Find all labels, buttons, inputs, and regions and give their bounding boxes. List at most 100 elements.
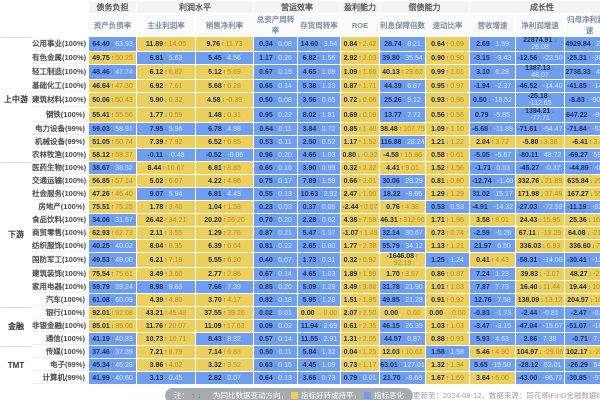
metric-cell: -1.94 ↓ -2.37 bbox=[470, 80, 515, 92]
metric-cell: 2.50 ↓ 0.52 bbox=[298, 136, 340, 148]
flat-arrow-icon: → bbox=[444, 309, 451, 317]
down-arrow-icon: ↓ bbox=[317, 68, 321, 76]
row-label: 机械设备(99%) bbox=[32, 136, 88, 148]
up-arrow-icon: ↑ bbox=[164, 68, 168, 76]
up-arrow-icon: ↑ bbox=[222, 229, 227, 237]
metric-cell: 9.07 ↓ 5.94 bbox=[137, 188, 195, 200]
up-arrow-icon: ↑ bbox=[110, 96, 115, 104]
down-arrow-icon: ↓ bbox=[317, 125, 321, 133]
metric-cell: 5.38 ↓ 1.23 bbox=[298, 80, 340, 92]
metric-cell: 8.02 ↓ 1.81 bbox=[298, 108, 340, 122]
metric-cell: -46.52 ↑ -14.40 bbox=[516, 80, 564, 92]
metric-cell: 8.04 ↑ 8.35 bbox=[137, 240, 195, 252]
metric-cell: 1.29 ↓ 1.29 bbox=[426, 188, 469, 200]
table-row: 建筑材料(100%) 50.06 ↑ 50.43 5.90 ↓ 0.32 4.58 ↓ -0.39… bbox=[1, 93, 600, 107]
metric-cell: 5.65 ↓ 15.50 bbox=[470, 359, 515, 371]
metric-cell: 39.83 ↓ -3.07 bbox=[516, 268, 564, 280]
metric-cell: 4.58 ↓ -0.39 bbox=[196, 93, 253, 107]
up-arrow-icon: ↑ bbox=[587, 125, 592, 133]
down-arrow-icon: ↓ bbox=[589, 177, 594, 185]
metric-cell: 64.08↓-21.08 bbox=[565, 227, 600, 239]
up-arrow-icon: ↑ bbox=[445, 82, 450, 90]
table-row: 机械设备(99%) 51.05 ↑ 50.74 7.39 ↑ 7.92 6.52 ↑ 6.85 0.… bbox=[1, 136, 600, 148]
up-arrow-icon: ↑ bbox=[445, 229, 450, 237]
down-arrow-icon: ↓ bbox=[400, 296, 405, 304]
down-arrow-icon: ↓ bbox=[587, 203, 592, 211]
row-label: 电子(99%) bbox=[32, 359, 88, 371]
down-arrow-icon: ↓ bbox=[538, 54, 542, 62]
up-arrow-icon: ↑ bbox=[400, 203, 405, 211]
metric-cell: 3.66 ↓ 0.73 bbox=[298, 372, 340, 384]
metric-cell: 5.84 ↓ 1.32 bbox=[298, 346, 340, 358]
metric-cell: 0.57 ↓ 0.14 bbox=[254, 333, 297, 345]
metric-cell: 38.48 ↑ 107.75 bbox=[380, 123, 425, 135]
down-arrow-icon: ↓ bbox=[490, 335, 495, 343]
down-arrow-icon: ↓ bbox=[542, 242, 546, 250]
table-row: 基础化工(100%) 46.64 ↑ 47.30 6.92 ↑ 7.61 5.68 ↑ 6.28 0… bbox=[1, 80, 600, 92]
metric-cell: -30.41↑-12.99 bbox=[565, 253, 600, 267]
up-arrow-icon: ↑ bbox=[164, 177, 168, 185]
metric-cell: 4.66 ↓ 1.03 bbox=[298, 149, 340, 161]
row-label: 汽车(100%) bbox=[32, 294, 88, 306]
metric-cell: 6.12 ↑ 6.82 bbox=[137, 65, 195, 79]
up-arrow-icon: ↑ bbox=[538, 256, 542, 264]
metric-cell: 46.64 ↑ 47.30 bbox=[89, 80, 136, 92]
metric-cell: 7.21 ↑ 8.79 bbox=[137, 346, 195, 358]
down-arrow-icon: ↓ bbox=[540, 296, 544, 304]
metric-cell: 3.32 ↑ 3.52 bbox=[196, 359, 253, 371]
metric-cell: 0.90 ↑ 0.90 bbox=[426, 52, 469, 64]
metric-cell: 3.64 ↑ 5.00 bbox=[470, 372, 515, 384]
up-arrow-icon: ↑ bbox=[222, 309, 227, 317]
metric-cell: 138.09 ↓ 13.12 bbox=[516, 294, 564, 306]
improved-swatch-icon bbox=[291, 392, 298, 399]
up-arrow-icon: ↑ bbox=[490, 216, 495, 224]
metric-cell: -4.91 ↓ -14.32 bbox=[470, 201, 515, 213]
metric-cell: 0.87 ↑ 1.71 bbox=[341, 80, 379, 92]
metric-cell: 55.79 ↓ 34.12 bbox=[380, 240, 425, 252]
metric-cell: 11.89 ↑ 14.05 bbox=[137, 37, 195, 51]
metric-cell: 6.82 ↓ 1.56 bbox=[298, 52, 340, 64]
down-arrow-icon: ↓ bbox=[588, 111, 593, 119]
metric-cell: 41.19 ↑ 40.83 bbox=[89, 333, 136, 345]
metric-cell: 0.81 ↓ 0.22 bbox=[254, 240, 297, 252]
down-arrow-icon: ↓ bbox=[110, 283, 115, 291]
metric-cell: 49.75 ↑ 50.25 bbox=[89, 52, 136, 64]
up-arrow-icon: ↑ bbox=[164, 283, 168, 291]
metric-column-header: 存货周转率 bbox=[298, 14, 340, 36]
down-arrow-icon: ↓ bbox=[589, 296, 594, 304]
table-row: 房地产(100%) 75.51 ↑ 75.25 1.78 ↑ 3.40 1.04 ↑ 1.58 0.… bbox=[1, 201, 600, 213]
up-arrow-icon: ↑ bbox=[358, 82, 362, 90]
metric-cell: 50.06 ↑ 50.43 bbox=[89, 93, 136, 107]
table-header: 债务负担 利润水平 营运效率 盈利能力 偿债能力 成长性 资产负债率 主业利润率 销售净利率 总资… bbox=[1, 1, 600, 36]
metric-cell: -0.52 ↓ -0.86 bbox=[196, 149, 253, 161]
up-arrow-icon: ↑ bbox=[222, 283, 227, 291]
up-arrow-icon: ↑ bbox=[164, 256, 168, 264]
row-label: 农林牧渔(100%) bbox=[32, 149, 88, 161]
row-label: 传媒(100%) bbox=[32, 346, 88, 358]
up-arrow-icon: ↑ bbox=[445, 40, 450, 48]
metric-cell: 11.55 ↓ 2.91 bbox=[298, 333, 340, 345]
metric-cell: 2.82 ↓ 0.07 bbox=[196, 372, 253, 384]
up-arrow-icon: ↑ bbox=[222, 68, 227, 76]
metric-cell: -12.56 ↓ -23.50 bbox=[516, 52, 564, 64]
metric-column-header: 归母净利润增速 bbox=[565, 14, 600, 36]
down-arrow-icon: ↓ bbox=[401, 190, 406, 198]
down-arrow-icon: ↓ bbox=[490, 322, 495, 330]
down-arrow-icon: ↓ bbox=[317, 54, 321, 62]
down-arrow-icon: ↓ bbox=[538, 374, 542, 382]
up-arrow-icon: ↑ bbox=[222, 270, 227, 278]
metric-cell: 4929.84↓26.16 bbox=[565, 37, 600, 51]
metric-cell: -0.71↑7.17 bbox=[565, 333, 600, 345]
up-arrow-icon: ↑ bbox=[538, 322, 542, 330]
down-arrow-icon: ↓ bbox=[490, 68, 495, 76]
metric-cell: -6.41↑3.45 bbox=[565, 136, 600, 148]
table-row: 计算机(99%) 41.99 ↓ 40.60 3.13 ↓ 0.45 2.82 ↓ 0.07 0.6… bbox=[1, 372, 600, 384]
metric-cell: -2.44 ↑ 0.07 bbox=[341, 201, 379, 213]
metric-cell: 0.69 ↓ 0.09 bbox=[341, 108, 379, 122]
up-arrow-icon: ↑ bbox=[539, 361, 543, 369]
flat-arrow-icon: → bbox=[399, 309, 406, 317]
row-label: 银行(100%) bbox=[32, 307, 88, 319]
up-arrow-icon: ↑ bbox=[445, 283, 450, 291]
metric-cell: 12.76 ↓ 7.58 bbox=[470, 294, 515, 306]
